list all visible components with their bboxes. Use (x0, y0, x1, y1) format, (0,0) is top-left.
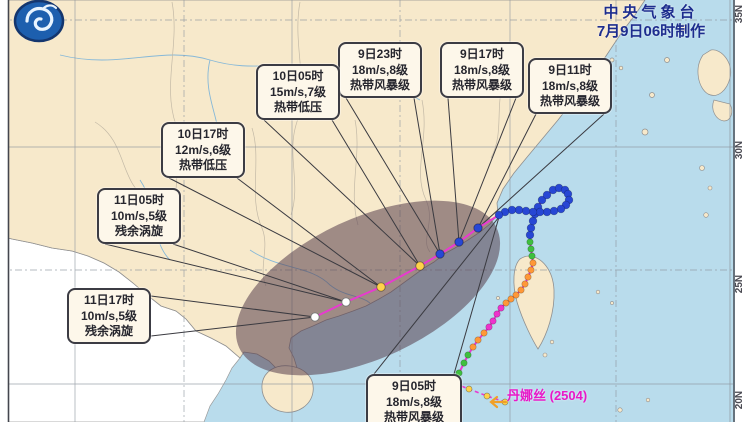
track-point (465, 385, 473, 393)
track-point (474, 336, 482, 344)
typhoon-track-layer (310, 183, 574, 406)
track-point (469, 343, 477, 351)
forecast-point (454, 237, 464, 247)
callout-leader-line (263, 119, 421, 267)
left-margin-strip (0, 0, 8, 422)
small-islands (496, 165, 713, 413)
forecast-point (341, 297, 351, 307)
track-point (529, 259, 537, 267)
track-point (527, 266, 535, 274)
track-point (507, 295, 515, 303)
track-point (507, 205, 517, 215)
callout-leader-line (236, 177, 382, 288)
track-point (512, 291, 520, 299)
callout-leader-line (447, 97, 460, 243)
genesis-arrow-icon (489, 395, 508, 409)
track-point (480, 329, 488, 337)
forecast-point (415, 261, 425, 271)
forecast-point (310, 312, 320, 322)
callout-leader-line (345, 97, 441, 255)
japan-islands (609, 24, 733, 136)
forecast-point (376, 282, 386, 292)
track-point (542, 190, 552, 200)
callout-leader-line (331, 119, 421, 267)
callout-leader-line (104, 243, 347, 303)
track-point (524, 273, 532, 281)
track-point (526, 223, 536, 233)
callout-leader-line (168, 177, 382, 288)
latitude-label: 25N (734, 275, 745, 293)
track-point (464, 351, 472, 359)
callout-leader-lines (104, 97, 605, 375)
track-point (493, 310, 501, 318)
callout-leader-line (150, 295, 316, 318)
cma-logo (13, 0, 65, 43)
track-point (521, 280, 529, 288)
callout-leader-line (458, 97, 517, 243)
callout-leader-line (150, 316, 316, 337)
issue-time: 7月9日06时制作 (596, 23, 706, 40)
latitude-labels: 35N 30N 25N 20N (734, 5, 745, 409)
track-point (483, 392, 491, 400)
map-header: 中央气象台 7月9日06时制作 (566, 3, 736, 41)
track-point (528, 216, 538, 226)
track-point (526, 238, 534, 246)
latitude-label: 35N (734, 5, 745, 23)
track-point (494, 210, 504, 220)
track-point (525, 230, 535, 240)
callout-leader-line (413, 97, 441, 255)
track-point (556, 204, 566, 214)
track-point (502, 299, 510, 307)
track-point (497, 304, 505, 312)
track-point (460, 359, 468, 367)
latitude-label: 20N (734, 391, 745, 409)
callout-leader-line (477, 113, 537, 229)
agency-name: 中央气象台 (603, 4, 699, 21)
track-point (521, 206, 531, 216)
forecast-point (473, 223, 483, 233)
track-point (542, 207, 552, 217)
track-point (489, 317, 497, 325)
track-point (528, 207, 538, 217)
typhoon-name-label: 丹娜丝 (2504) (507, 388, 588, 403)
track-point (485, 323, 493, 331)
latitude-label: 30N (734, 141, 745, 159)
track-point (528, 252, 536, 260)
track-point (455, 369, 463, 377)
right-margin-strip (735, 0, 750, 422)
track-point (549, 206, 559, 216)
track-point (527, 245, 535, 253)
callout-leader-line (477, 113, 605, 229)
taiwan-island (513, 255, 555, 350)
callout-leader-line (373, 216, 500, 375)
track-point (535, 207, 545, 217)
track-point (448, 378, 458, 388)
callout-leader-line (172, 243, 347, 303)
track-point (514, 205, 524, 215)
track-point (517, 286, 525, 294)
track-point (537, 195, 547, 205)
forecast-point (435, 249, 445, 259)
callout-leader-line (453, 216, 500, 375)
